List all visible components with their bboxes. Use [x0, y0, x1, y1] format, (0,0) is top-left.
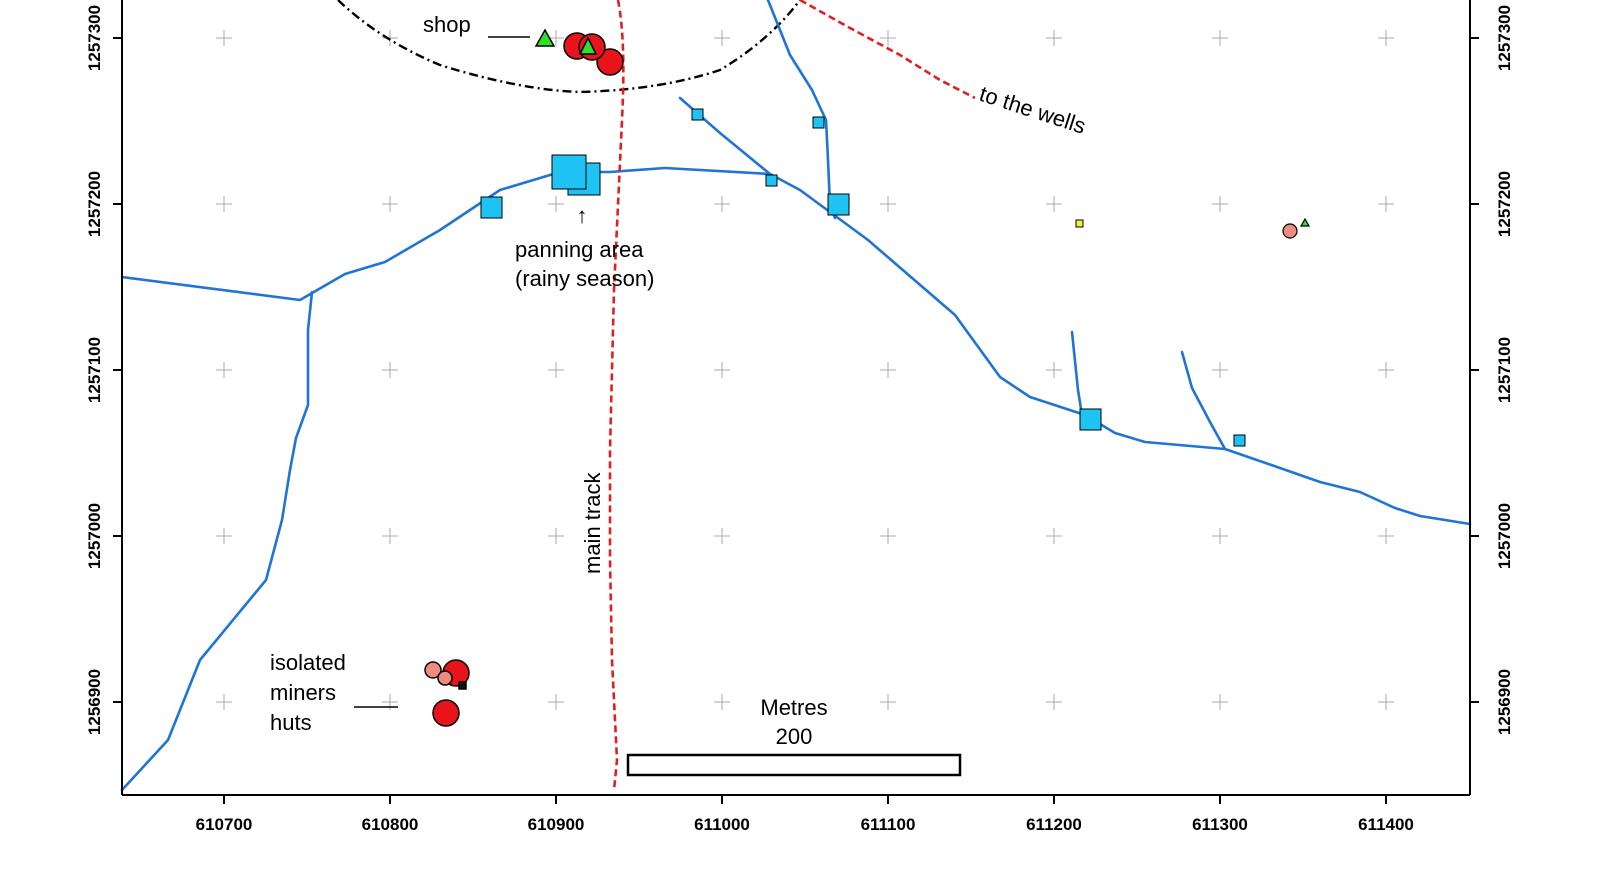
- shop-triangle-marker: [534, 28, 556, 47]
- pit-square-small: [691, 108, 704, 121]
- hut-circle-pink: [437, 670, 453, 686]
- pit-square-small: [812, 116, 825, 129]
- x-axis-ticks: [223, 795, 1387, 804]
- small-triangle-marker: [1299, 217, 1311, 227]
- hut-circle: [432, 699, 460, 727]
- isolated-huts: [424, 659, 470, 727]
- scale-bar: Metres 200: [626, 695, 962, 777]
- x-tick-label: 610700: [196, 815, 253, 834]
- scale-value-label: 200: [776, 724, 813, 749]
- panning-label-line1: panning area: [515, 237, 644, 262]
- east-site: [1282, 217, 1311, 239]
- pit-square: [827, 193, 850, 216]
- y-axis-ticks: [113, 37, 1479, 703]
- pit-square: [1079, 408, 1102, 431]
- pit-square-small: [765, 174, 778, 187]
- isolated-label-line3: huts: [270, 710, 312, 735]
- stream-west-branch: [120, 290, 314, 792]
- x-tick-label: 611200: [1026, 815, 1082, 834]
- grid-crosses: [216, 30, 1394, 710]
- shop-triangle-marker: [578, 36, 598, 55]
- y-axis-labels-left: 1257300 1257200 1257100 1257000 1256900: [85, 5, 104, 735]
- y-axis-labels-right: 1257300 1257200 1257100 1257000 1256900: [1495, 5, 1514, 735]
- scale-bar-box: [626, 753, 962, 777]
- x-tick-label: 611000: [694, 815, 750, 834]
- y-tick-label-right: 1256900: [1495, 669, 1514, 735]
- x-axis-labels: 610700 610800 610900 611000 611100 61120…: [196, 815, 1414, 834]
- stream-east-branch-1: [1070, 330, 1084, 417]
- stream-north-branch: [766, 0, 837, 220]
- x-tick-label: 611100: [861, 815, 916, 834]
- wells-label: to the wells: [976, 81, 1088, 139]
- x-tick-label: 610900: [528, 815, 585, 834]
- main-track-line: [608, 0, 625, 791]
- pit-square: [480, 196, 503, 219]
- panning-label-line2: (rainy season): [515, 266, 654, 291]
- y-tick-label-left: 1257100: [85, 337, 104, 403]
- yellow-square-marker: [1075, 219, 1084, 228]
- isolated-label-line2: miners: [270, 680, 336, 705]
- y-tick-label-left: 1257300: [85, 5, 104, 71]
- y-tick-label-right: 1257200: [1495, 171, 1514, 237]
- x-tick-label: 611300: [1192, 815, 1248, 834]
- hut-circle-pink: [1282, 223, 1298, 239]
- panning-arrow: ↑: [577, 203, 588, 228]
- main-track-label: main track: [580, 472, 605, 574]
- y-tick-label-left: 1256900: [85, 669, 104, 735]
- y-tick-label-right: 1257100: [1495, 337, 1514, 403]
- hut-square-black: [458, 681, 467, 690]
- stream-east-branch-2: [1180, 350, 1227, 451]
- y-tick-label-left: 1257000: [85, 503, 104, 569]
- axes-frame: [121, 0, 1471, 796]
- y-tick-label-right: 1257000: [1495, 503, 1514, 569]
- stream-main: [120, 166, 1472, 526]
- y-tick-label-right: 1257300: [1495, 5, 1514, 71]
- hut-circle: [596, 48, 624, 76]
- wells-track-line: [799, 0, 976, 100]
- scale-unit-label: Metres: [760, 695, 827, 720]
- site-boundary-line: [337, 0, 801, 94]
- x-tick-label: 610800: [362, 815, 419, 834]
- shop-label: shop: [423, 12, 471, 37]
- shop-huts: [534, 28, 624, 76]
- pit-square-large: [551, 154, 587, 190]
- panning-pits: [480, 108, 1246, 447]
- y-tick-label-left: 1257200: [85, 171, 104, 237]
- x-tick-label: 611400: [1358, 815, 1414, 834]
- isolated-label-line1: isolated: [270, 650, 346, 675]
- hut-circle-pink: [424, 661, 442, 679]
- pit-square-small: [1233, 434, 1246, 447]
